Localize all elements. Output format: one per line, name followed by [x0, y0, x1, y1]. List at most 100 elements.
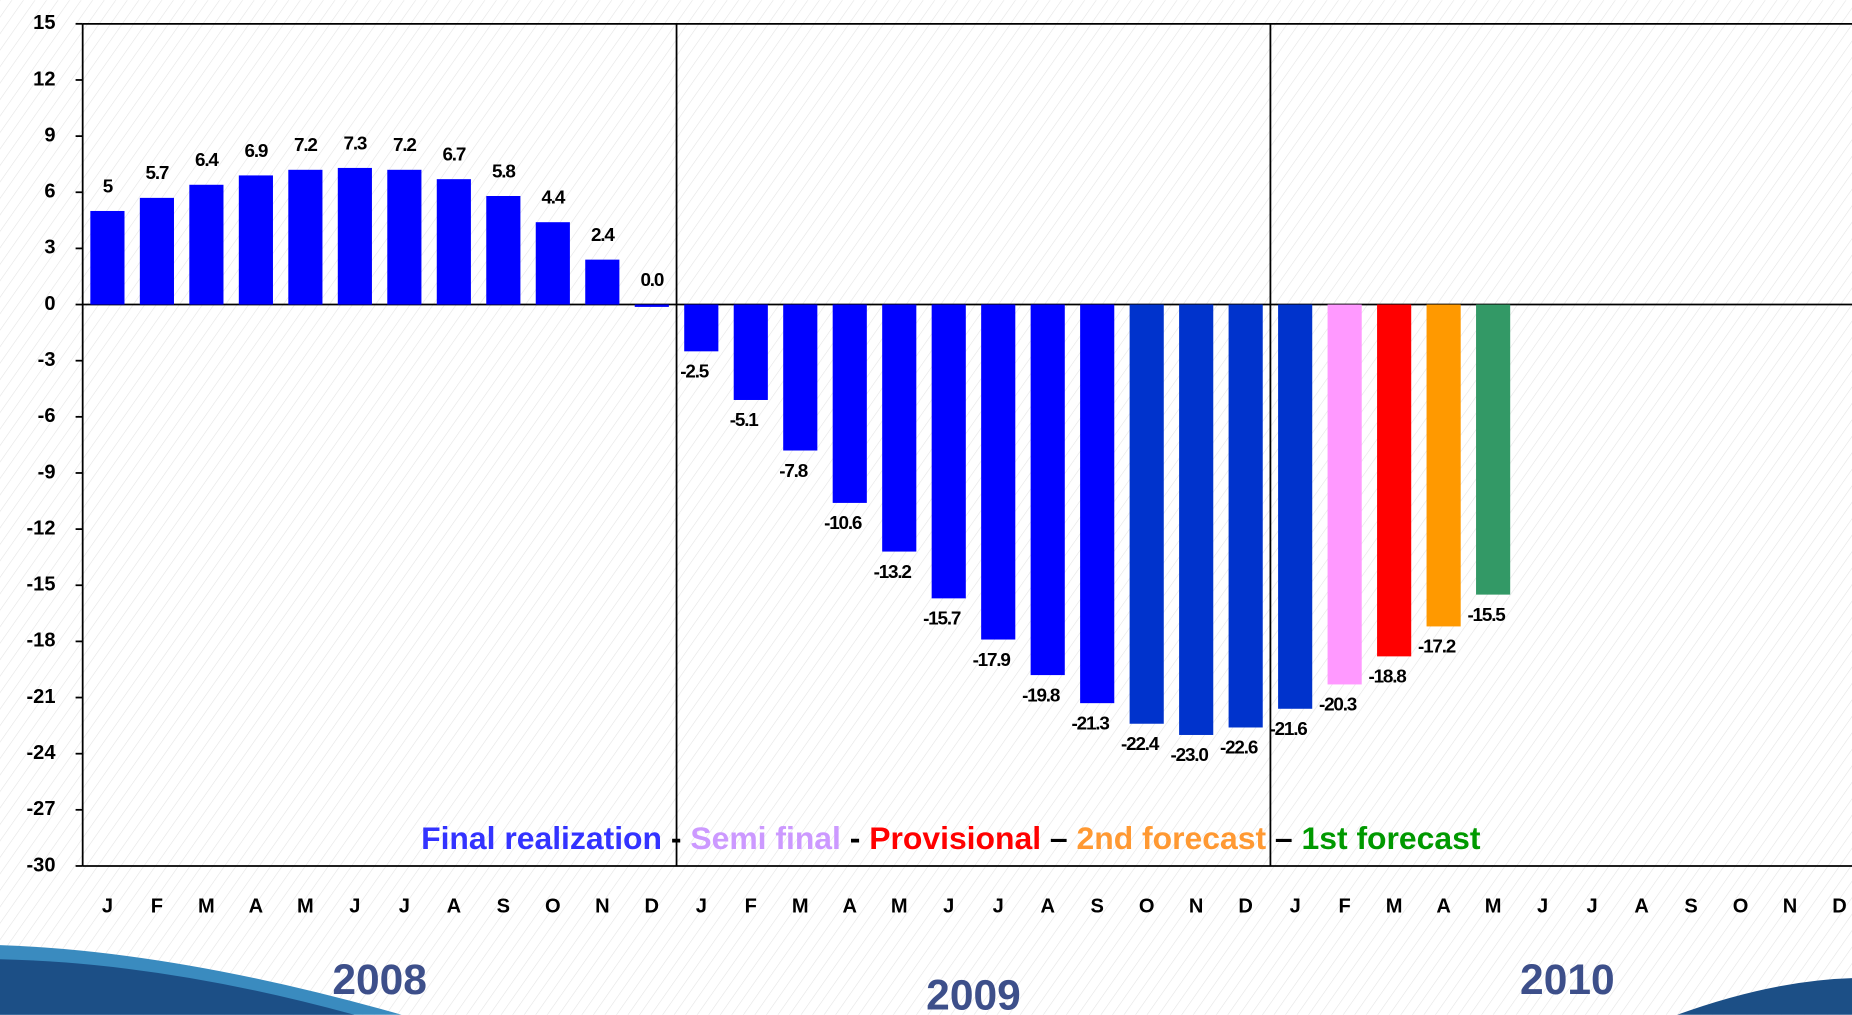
x-tick-label: N	[595, 896, 610, 918]
decor-swoosh	[0, 959, 355, 1015]
x-tick-label: D	[1238, 896, 1253, 918]
x-tick-label: M	[1485, 896, 1502, 918]
x-tick-label: A	[249, 896, 264, 918]
y-tick-label: 6	[44, 181, 55, 203]
y-tick-label: -9	[38, 461, 56, 483]
bar	[931, 304, 966, 599]
data-label: -22.6	[1220, 738, 1258, 759]
x-tick-label: A	[843, 896, 857, 918]
data-label: 5	[103, 176, 113, 197]
x-tick-label: J	[349, 896, 360, 918]
data-label: -21.6	[1270, 719, 1308, 740]
bar	[189, 184, 224, 305]
x-tick-label: J	[993, 896, 1004, 918]
bar	[1377, 304, 1412, 657]
x-tick-label: J	[1537, 896, 1548, 918]
bar	[436, 179, 471, 305]
data-label: -17.9	[973, 650, 1011, 671]
y-tick-label: -6	[38, 405, 56, 427]
data-label: -23.0	[1171, 745, 1209, 766]
data-label: 7.2	[294, 135, 317, 156]
data-label: -20.3	[1319, 695, 1357, 716]
bar	[535, 222, 570, 305]
y-tick-label: -18	[27, 630, 56, 652]
bar	[585, 259, 620, 305]
data-label: 6.4	[195, 150, 219, 171]
data-label: -10.6	[824, 513, 862, 534]
bar	[288, 169, 323, 305]
x-tick-label: N	[1189, 896, 1204, 918]
x-tick-label: J	[399, 896, 410, 918]
y-tick-label: 12	[33, 68, 55, 90]
y-tick-label: -3	[38, 349, 56, 371]
bar	[634, 304, 669, 307]
y-tick-label: 3	[44, 237, 55, 259]
x-tick-label: J	[1290, 896, 1301, 918]
bar	[90, 210, 125, 305]
bar	[387, 169, 422, 305]
x-tick-label: J	[943, 896, 954, 918]
bar	[238, 175, 273, 305]
data-label: -15.5	[1467, 605, 1505, 626]
y-tick-label: -30	[27, 854, 56, 876]
data-label: -2.5	[680, 362, 708, 383]
bar	[1129, 304, 1164, 724]
x-tick-label: D	[645, 896, 660, 918]
y-tick-label: 9	[44, 124, 55, 146]
x-tick-label: J	[1587, 896, 1598, 918]
x-tick-label: A	[1436, 896, 1451, 918]
legend-entry: 2nd forecast	[1077, 821, 1267, 857]
bar	[832, 304, 867, 503]
legend-entry: Final realization	[421, 821, 662, 857]
legend-entry: Provisional	[869, 821, 1041, 857]
x-tick-label: M	[792, 896, 809, 918]
bar	[684, 304, 719, 352]
bar	[783, 304, 818, 451]
data-label: 2.4	[591, 225, 615, 246]
x-tick-label: J	[102, 896, 113, 918]
legend-entry: 1st forecast	[1302, 821, 1481, 857]
bar	[1327, 304, 1362, 685]
legend-entry: -	[662, 821, 690, 857]
bar	[486, 196, 521, 305]
data-label: 4.4	[541, 188, 565, 209]
x-tick-label: M	[891, 896, 908, 918]
data-label: -17.2	[1418, 637, 1456, 658]
x-tick-label: S	[1091, 896, 1104, 918]
x-tick-label: F	[1339, 896, 1351, 918]
data-label: 5.8	[492, 161, 515, 182]
bar	[1030, 304, 1065, 676]
bar	[733, 304, 768, 400]
x-tick-label: F	[151, 896, 163, 918]
data-label: 5.7	[146, 163, 169, 184]
y-tick-label: -15	[27, 574, 56, 596]
data-label: -21.3	[1072, 713, 1110, 734]
decor-swoosh	[1677, 978, 1852, 1015]
legend-entry: Semi final	[690, 821, 841, 857]
bar	[1228, 304, 1263, 728]
bar	[337, 167, 372, 305]
x-tick-label: S	[497, 896, 510, 918]
bar	[1278, 304, 1313, 709]
y-tick-label: 0	[44, 293, 55, 315]
bar	[981, 304, 1016, 640]
x-tick-label: J	[696, 896, 707, 918]
data-label: -13.2	[874, 562, 912, 583]
legend-entry: –	[1041, 821, 1076, 857]
x-tick-label: N	[1783, 896, 1798, 918]
x-tick-label: F	[745, 896, 757, 918]
data-label: -19.8	[1022, 685, 1060, 706]
x-tick-label: M	[198, 896, 215, 918]
bar	[1426, 304, 1461, 627]
x-tick-label: A	[1040, 896, 1055, 918]
y-tick-label: -12	[27, 517, 56, 539]
data-label: 6.7	[442, 145, 465, 166]
year-label: 2009	[926, 972, 1021, 1015]
data-label: -15.7	[923, 609, 961, 630]
y-tick-label: -21	[27, 686, 56, 708]
bar	[1476, 304, 1511, 595]
y-tick-label: 15	[33, 12, 55, 34]
x-tick-label: M	[297, 896, 314, 918]
